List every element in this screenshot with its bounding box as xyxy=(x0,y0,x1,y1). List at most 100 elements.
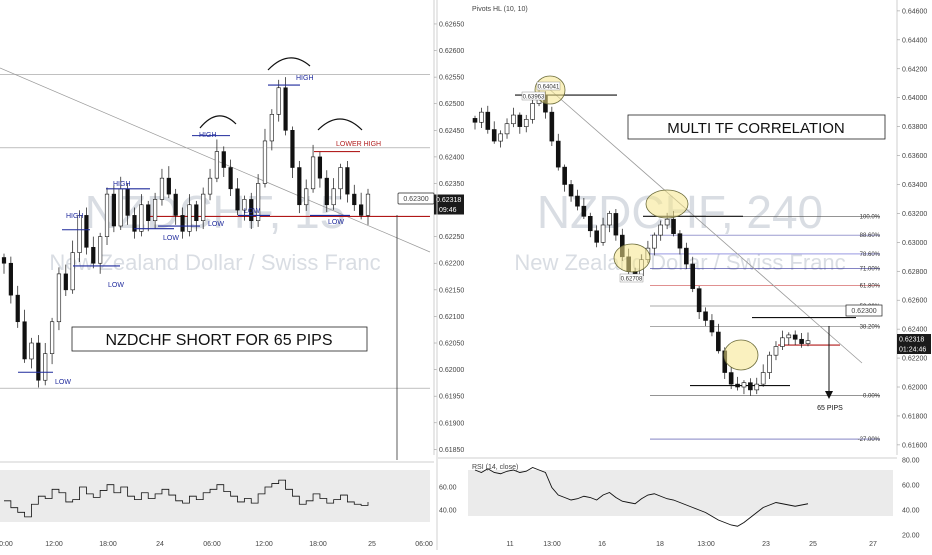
left-last-price-value: 0.62318 xyxy=(436,197,461,204)
left-oscillator-tick: 60.00 xyxy=(439,485,457,492)
left-candle-body xyxy=(56,273,62,323)
right-candle-body xyxy=(786,334,792,339)
right-pivot-tag xyxy=(536,81,561,91)
left-candle-body xyxy=(194,204,199,222)
left-time-tick: 25 xyxy=(368,541,376,548)
left-price-tick-label: 0.62450 xyxy=(439,128,464,135)
right-target-callout xyxy=(845,304,883,317)
left-candle-body xyxy=(43,353,48,381)
right-price-tick-label: 0.63200 xyxy=(902,211,927,218)
left-oscillator-line xyxy=(4,479,369,518)
right-last-price-value: 0.62318 xyxy=(899,337,924,344)
left-candle-body xyxy=(310,156,316,190)
left-swing-label: LOW xyxy=(244,208,260,215)
right-rsi-tick: 20.00 xyxy=(902,533,920,540)
left-target-value: 0.62300 xyxy=(403,196,428,203)
left-high-arc xyxy=(317,118,363,131)
right-pips-arrowhead xyxy=(825,391,833,399)
left-candle-body xyxy=(1,257,7,264)
right-indicator-label: Pivots HL (10, 10) xyxy=(472,6,528,13)
right-highlight-ellipse xyxy=(645,189,689,219)
right-price-tick-label: 0.62000 xyxy=(902,385,927,392)
left-oscillator-band xyxy=(0,470,430,522)
right-candle-body xyxy=(472,118,478,123)
left-candle-body xyxy=(331,188,336,206)
left-candle-body xyxy=(221,151,226,168)
left-candle-body xyxy=(228,167,233,190)
right-fib-label: 100.0% xyxy=(860,214,881,220)
right-candle-body xyxy=(594,230,599,243)
right-price-tick-label: 0.62600 xyxy=(902,298,927,305)
left-candle-body xyxy=(98,236,103,264)
right-price-tick-label: 0.64600 xyxy=(902,8,927,15)
left-candle-body xyxy=(173,193,178,216)
left-price-tick-label: 0.62000 xyxy=(439,367,464,374)
right-time-tick: 16 xyxy=(598,541,606,548)
right-rsi-tick: 40.00 xyxy=(902,508,920,515)
left-price-tick-label: 0.61850 xyxy=(439,447,464,454)
left-price-tick-label: 0.62400 xyxy=(439,154,464,161)
right-last-price-tag xyxy=(897,334,931,345)
right-price-tick-label: 0.62800 xyxy=(902,269,927,276)
right-fib-label: 71.00% xyxy=(860,266,881,272)
left-candle-body xyxy=(262,140,268,184)
left-last-price-tag xyxy=(434,194,464,205)
left-candle-body xyxy=(125,188,130,216)
left-price-tick-label: 0.62050 xyxy=(439,341,464,348)
left-swing-label: LOW xyxy=(163,235,179,242)
left-swing-label: LOW xyxy=(208,221,224,228)
right-candle-body xyxy=(568,184,574,197)
left-countdown-tag xyxy=(434,204,464,215)
left-swing-label: HIGH xyxy=(66,213,84,220)
left-annotation-text: NZDCHF SHORT FOR 65 PIPS xyxy=(106,332,333,349)
left-swing-label: HIGH xyxy=(113,181,131,188)
right-candle-body xyxy=(805,340,811,344)
left-candle-body xyxy=(324,177,329,206)
right-time-tick: 18 xyxy=(656,541,664,548)
left-candle-body xyxy=(338,167,343,190)
right-candle-body xyxy=(754,383,760,391)
right-time-tick: 13:00 xyxy=(697,541,715,548)
right-countdown-value: 01:24:46 xyxy=(899,347,926,354)
right-price-tick-label: 0.62200 xyxy=(902,356,927,363)
left-swing-label: LOW xyxy=(108,282,124,289)
right-pivot-tag xyxy=(521,91,546,101)
right-price-tick-label: 0.63800 xyxy=(902,124,927,131)
right-rsi-tick: 60.00 xyxy=(902,483,920,490)
right-candle-body xyxy=(735,383,740,388)
right-candle-body xyxy=(600,224,606,243)
left-candle-body xyxy=(29,342,34,360)
left-price-tick-label: 0.62350 xyxy=(439,181,464,188)
right-candle-body xyxy=(799,338,804,344)
left-candle-body xyxy=(214,151,220,179)
left-high-arc xyxy=(267,57,311,71)
right-candle-body xyxy=(652,234,657,249)
right-candle-body xyxy=(658,224,664,236)
right-rsi-band xyxy=(468,470,893,516)
right-fib-label: 61.80% xyxy=(860,284,881,290)
right-fib-label: 38.20% xyxy=(860,324,881,330)
right-candle-body xyxy=(562,166,567,185)
left-candle-body xyxy=(152,199,158,222)
right-candle-body xyxy=(696,288,702,313)
left-price-tick-label: 0.62150 xyxy=(439,287,464,294)
left-candle-body xyxy=(166,177,171,195)
left-high-arc xyxy=(199,115,237,129)
left-swing-label: HIGH xyxy=(296,75,314,82)
right-price-tick-label: 0.62400 xyxy=(902,327,927,334)
right-target-value: 0.62300 xyxy=(851,308,876,315)
left-candle-body xyxy=(15,294,20,323)
left-price-tick-label: 0.61950 xyxy=(439,394,464,401)
right-highlight-ellipse xyxy=(723,339,759,371)
left-candle-body xyxy=(187,204,192,232)
right-time-tick: 13:00 xyxy=(543,541,561,548)
left-candle-body xyxy=(8,262,13,296)
left-swing-label: HIGH xyxy=(199,132,217,139)
right-candle-body xyxy=(523,119,529,127)
left-candle-body xyxy=(118,188,123,227)
right-rsi-line xyxy=(474,467,809,527)
